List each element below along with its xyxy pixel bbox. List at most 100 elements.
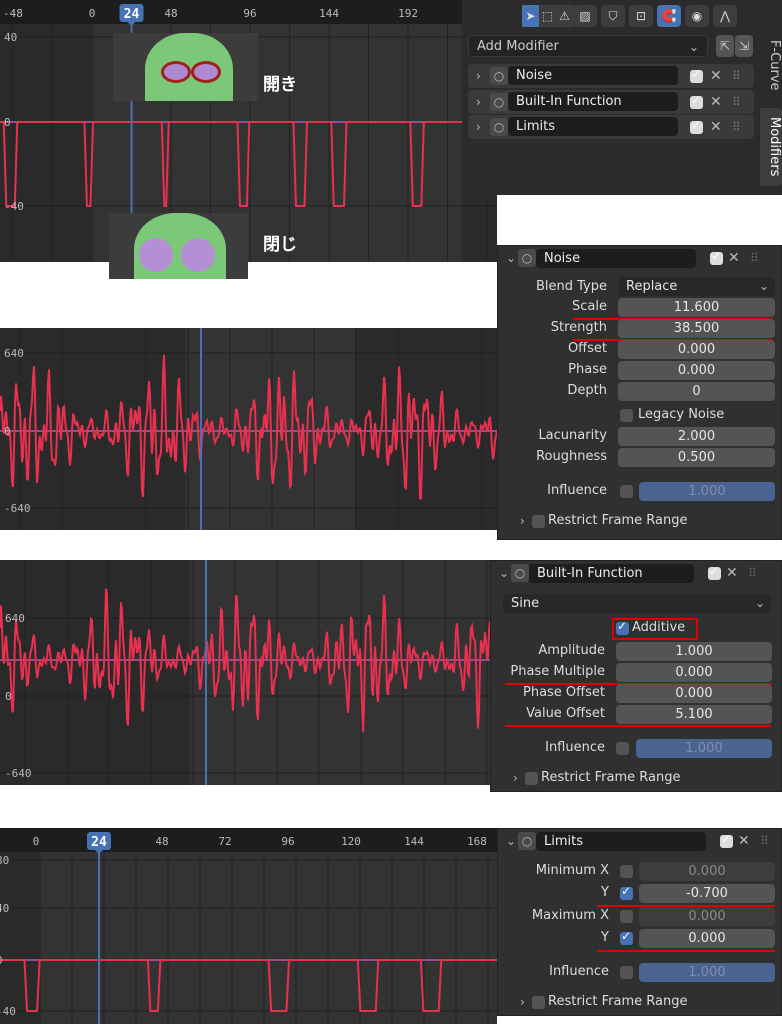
number-field[interactable]: 0.000 [616,684,772,703]
proportional-icon[interactable]: ◉ [685,5,709,27]
influence-checkbox[interactable] [620,966,633,979]
chevron-right-icon[interactable]: › [476,94,481,109]
modifier-item[interactable]: › ○ Built-In Function ✕ ⠿ [468,89,754,114]
number-field[interactable]: 0 [618,382,775,401]
f-curve[interactable] [0,959,497,1012]
copy-modifiers-button[interactable]: ⇱ [716,35,734,57]
playhead-frame-badge[interactable] [87,832,111,850]
modifier-name-field[interactable]: Noise [508,66,678,85]
min_y-checkbox[interactable] [620,884,633,900]
drag-handle-icon[interactable]: ⠿ [732,94,741,109]
graph-editor-builtin[interactable]: 640 0 -640 [0,560,490,785]
f-curve[interactable] [0,588,490,732]
max_x-checkbox[interactable] [620,910,633,923]
restrict-frame-range-checkbox[interactable] [532,515,545,528]
modifier-name-field[interactable]: Built-In Function [508,91,678,111]
close-icon[interactable]: ✕ [738,833,750,849]
drag-handle-icon[interactable]: ⠿ [760,834,769,848]
modifier-enabled-checkbox[interactable] [690,67,703,83]
number-field[interactable]: 0.000 [618,340,775,359]
min_x-checkbox[interactable] [620,865,633,878]
chevron-right-icon[interactable]: › [476,120,481,134]
restrict-frame-range-checkbox[interactable] [532,996,545,1009]
drag-handle-icon[interactable]: ⠿ [750,251,759,265]
snap-icon[interactable]: 🧲 [657,5,681,27]
number-field[interactable]: 5.100 [616,705,772,724]
graph-editor-limits[interactable]: 0 48 72 96 120 144 168 80 40 0 -40 24 [0,828,497,1024]
paste-modifiers-button[interactable]: ⇲ [735,35,753,57]
playhead-frame-badge[interactable] [119,4,144,22]
field-label: Scale [572,299,607,314]
number-field[interactable]: 0.000 [616,663,772,682]
panel-header[interactable]: ⌄ ○ Noise ✕ ⠿ [498,246,781,270]
number-field[interactable]: 0.500 [618,448,775,467]
tab-modifiers[interactable]: Modifiers [760,108,782,186]
modifier-enabled-checkbox[interactable] [690,93,703,109]
influence-field[interactable]: 1.000 [639,482,775,501]
number-field[interactable]: 38.500 [618,319,775,338]
max_x-field[interactable]: 0.000 [639,907,775,926]
f-curve[interactable] [0,354,497,500]
additive-checkbox[interactable] [616,619,629,635]
min_y-field[interactable]: -0.700 [639,884,775,903]
panel-header[interactable]: ⌄ ○ Limits ✕ ⠿ [498,829,781,853]
number-field[interactable]: 11.600 [618,298,775,317]
modifier-name-field[interactable]: Noise [536,249,696,268]
legacy-noise-checkbox[interactable] [620,409,633,422]
chevron-down-icon[interactable]: ⌄ [506,834,517,848]
field-label: Phase Offset [522,685,605,700]
graph-icon[interactable]: ▨ [573,5,597,27]
warning-icon[interactable]: ⚠ [556,5,573,27]
chevron-down-icon[interactable]: ⌄ [499,566,510,580]
chevron-right-icon[interactable]: › [513,771,518,785]
highlight-underline [597,905,775,907]
close-icon[interactable]: ✕ [728,250,740,266]
close-icon[interactable]: ✕ [710,68,722,84]
add-modifier-dropdown[interactable]: Add Modifier ⌄ [468,35,708,57]
box-select-icon[interactable]: ⬚ [539,5,556,27]
number-field[interactable]: 2.000 [618,427,775,446]
graph-editor-noise[interactable]: 640 0 -640 [0,328,497,530]
max_y-field[interactable]: 0.000 [639,929,775,948]
falloff-icon[interactable]: ⋀ [713,5,737,27]
chevron-right-icon[interactable]: › [520,514,525,528]
number-field[interactable]: 0.000 [618,361,775,380]
max_y-checkbox[interactable] [620,929,633,945]
close-icon[interactable]: ✕ [710,119,722,135]
filter-icon[interactable]: ⛉ [601,5,625,27]
blend-type-dropdown[interactable]: Replace ⌄ [618,277,775,296]
timeline-header[interactable] [0,0,497,24]
modifier-enabled-checkbox[interactable] [690,118,703,134]
influence-checkbox[interactable] [616,742,629,755]
min_x-field[interactable]: 0.000 [639,862,775,881]
influence-field[interactable]: 1.000 [636,739,772,758]
modifier-item[interactable]: › ○ Limits ✕ ⠿ [468,115,754,139]
close-icon[interactable]: ✕ [726,565,738,581]
pivot-icon[interactable]: ⊡ [629,5,653,27]
chevron-right-icon[interactable]: › [520,995,525,1009]
modifier-name-field[interactable]: Limits [508,117,678,136]
influence-field[interactable]: 1.000 [639,963,775,982]
chevron-right-icon[interactable]: › [476,69,481,83]
timeline-header[interactable] [0,828,497,852]
drag-handle-icon[interactable]: ⠿ [732,120,741,134]
modifier-enabled-checkbox[interactable] [710,249,723,265]
panel-header[interactable]: ⌄ ○ Built-In Function ✕ ⠿ [491,561,781,585]
number-field[interactable]: 1.000 [616,642,772,661]
field-label: Influence [549,964,609,979]
function-type-dropdown[interactable]: Sine ⌄ [503,594,771,613]
restrict-frame-range-checkbox[interactable] [525,772,538,785]
drag-handle-icon[interactable]: ⠿ [748,566,757,580]
modifier-enabled-checkbox[interactable] [708,564,721,580]
modifier-enabled-checkbox[interactable] [720,832,733,848]
select-icon[interactable]: ➤ [522,5,539,27]
f-curve[interactable] [0,121,497,207]
modifier-name-field[interactable]: Limits [536,832,706,851]
close-icon[interactable]: ✕ [710,93,722,110]
chevron-down-icon[interactable]: ⌄ [506,251,517,265]
influence-checkbox[interactable] [620,485,633,498]
drag-handle-icon[interactable]: ⠿ [732,69,741,83]
modifier-item[interactable]: › ○ Noise ✕ ⠿ [468,64,754,88]
tab-f-curve[interactable]: F-Curve [760,30,782,100]
modifier-name-field[interactable]: Built-In Function [529,564,694,583]
